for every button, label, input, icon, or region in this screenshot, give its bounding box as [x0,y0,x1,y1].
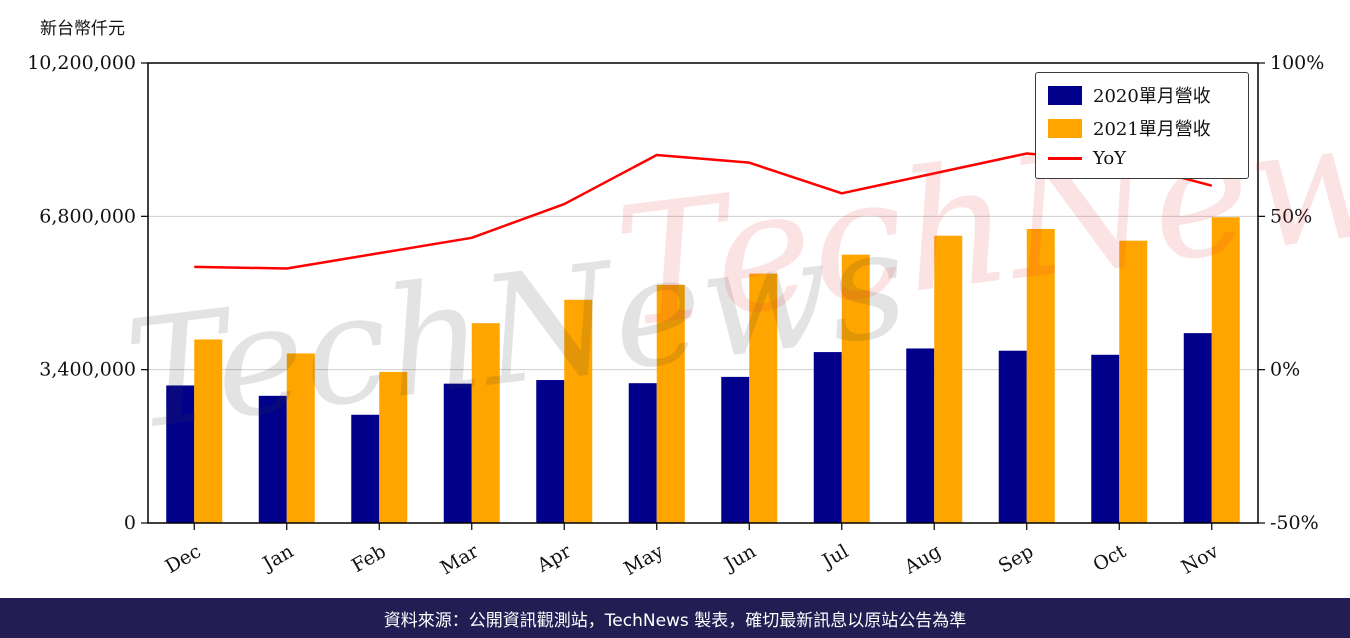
bar [1091,354,1120,523]
right-tick-label: 0% [1270,359,1300,381]
x-tick-label: Jan [258,540,298,576]
bar [1026,228,1055,523]
bar [813,352,842,523]
legend-swatch-yoy [1048,157,1082,160]
bar [656,284,685,523]
legend-item-yoy: YoY [1048,148,1236,169]
bar [379,371,408,523]
legend-label-2020: 2020單月營收 [1093,86,1211,107]
bar [906,348,935,523]
source-footer-text: 資料來源：公開資訊觀測站，TechNews 製表，確切最新訊息以原站公告為準 [383,610,967,631]
bar [194,339,223,523]
x-tick-label: Aug [900,540,945,579]
bar [166,385,195,523]
y-axis-unit-label: 新台幣仟元 [40,19,125,39]
legend-swatch-2020 [1048,85,1082,105]
bar [628,383,657,523]
bar [258,395,287,523]
bar [1183,333,1212,523]
right-tick-label: 50% [1270,205,1312,227]
bar [536,380,565,523]
legend-item-2020: 2020單月營收 [1048,82,1236,108]
legend: 2020單月營收 2021單月營收 YoY [1035,72,1249,179]
x-tick-label: Oct [1089,540,1130,576]
bar [934,235,963,523]
left-tick-label: 0 [124,512,136,534]
bar [564,299,593,523]
x-tick-label: Apr [533,540,576,577]
bar [1119,240,1148,523]
left-tick-label: 10,200,000 [27,52,136,74]
legend-swatch-2021 [1048,118,1082,138]
right-tick-label: -50% [1270,512,1319,534]
bar [286,353,315,523]
bar [721,376,750,523]
plot-border [147,62,1259,524]
x-tick-label: Nov [1178,540,1223,579]
bar [351,414,380,523]
revenue-chart: 0 3,400,000 6,800,000 10,200,000 -50% 0% 50% 10… [27,52,1324,580]
x-tick-label: Dec [162,540,205,578]
bar [471,323,500,523]
x-tick-label: May [620,540,667,580]
bar [749,273,778,523]
source-footer: 資料來源：公開資訊觀測站，TechNews 製表，確切最新訊息以原站公告為準 [0,598,1350,638]
bar [998,350,1027,523]
legend-label-yoy: YoY [1093,148,1127,169]
x-tick-label: Jun [719,540,760,576]
bar [1211,217,1240,523]
legend-item-2021: 2021單月營收 [1048,115,1236,141]
x-tick-label: Jul [817,540,852,573]
left-tick-label: 3,400,000 [39,359,136,381]
right-tick-label: 100% [1270,52,1324,74]
legend-label-2021: 2021單月營收 [1093,119,1211,140]
bar [443,383,472,523]
x-tick-label: Mar [437,540,483,579]
left-tick-label: 6,800,000 [39,205,136,227]
x-tick-label: Sep [995,540,1038,577]
x-tick-label: Feb [348,540,390,577]
bar [841,254,870,523]
